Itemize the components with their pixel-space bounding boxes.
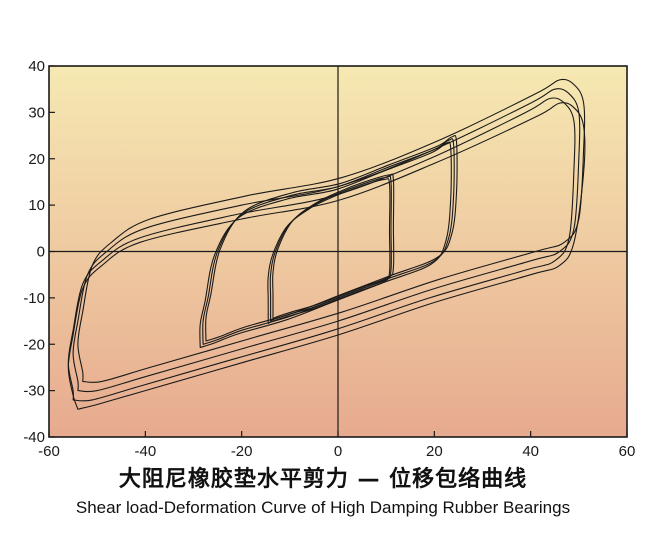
x-tick-label: 0 — [334, 443, 342, 460]
x-tick-label: -20 — [231, 443, 253, 460]
x-tick-label: -60 — [38, 443, 60, 460]
hysteresis-loop-8 — [67, 97, 576, 402]
x-tick-label: 40 — [522, 443, 539, 460]
y-tick-label: 30 — [28, 104, 45, 121]
chart-caption-english: Shear load-Deformation Curve of High Dam… — [75, 498, 571, 517]
hysteresis-loop-10 — [67, 102, 586, 410]
hysteresis-loop-9 — [77, 78, 586, 383]
y-tick-label: -20 — [23, 336, 45, 353]
y-tick-label: -30 — [23, 383, 45, 400]
y-tick-label: 0 — [37, 244, 45, 261]
y-tick-label: -10 — [23, 290, 45, 307]
chart-caption-chinese: 大阻尼橡胶垫水平剪力 — 位移包络曲线 — [118, 467, 528, 492]
y-tick-label: -40 — [23, 429, 45, 446]
y-tick-label: 10 — [28, 197, 45, 214]
hysteresis-loop-2 — [267, 178, 391, 324]
x-tick-label: 20 — [426, 443, 443, 460]
hysteresis-loop-4 — [202, 138, 455, 345]
y-tick-label: 20 — [28, 151, 45, 168]
hysteresis-loop-7 — [72, 88, 581, 393]
y-tick-label: 40 — [28, 58, 45, 75]
hysteresis-loop-5 — [199, 141, 452, 349]
x-tick-label: 60 — [619, 443, 636, 460]
hysteresis-loop-6 — [205, 134, 458, 342]
x-tick-label: -40 — [134, 443, 156, 460]
